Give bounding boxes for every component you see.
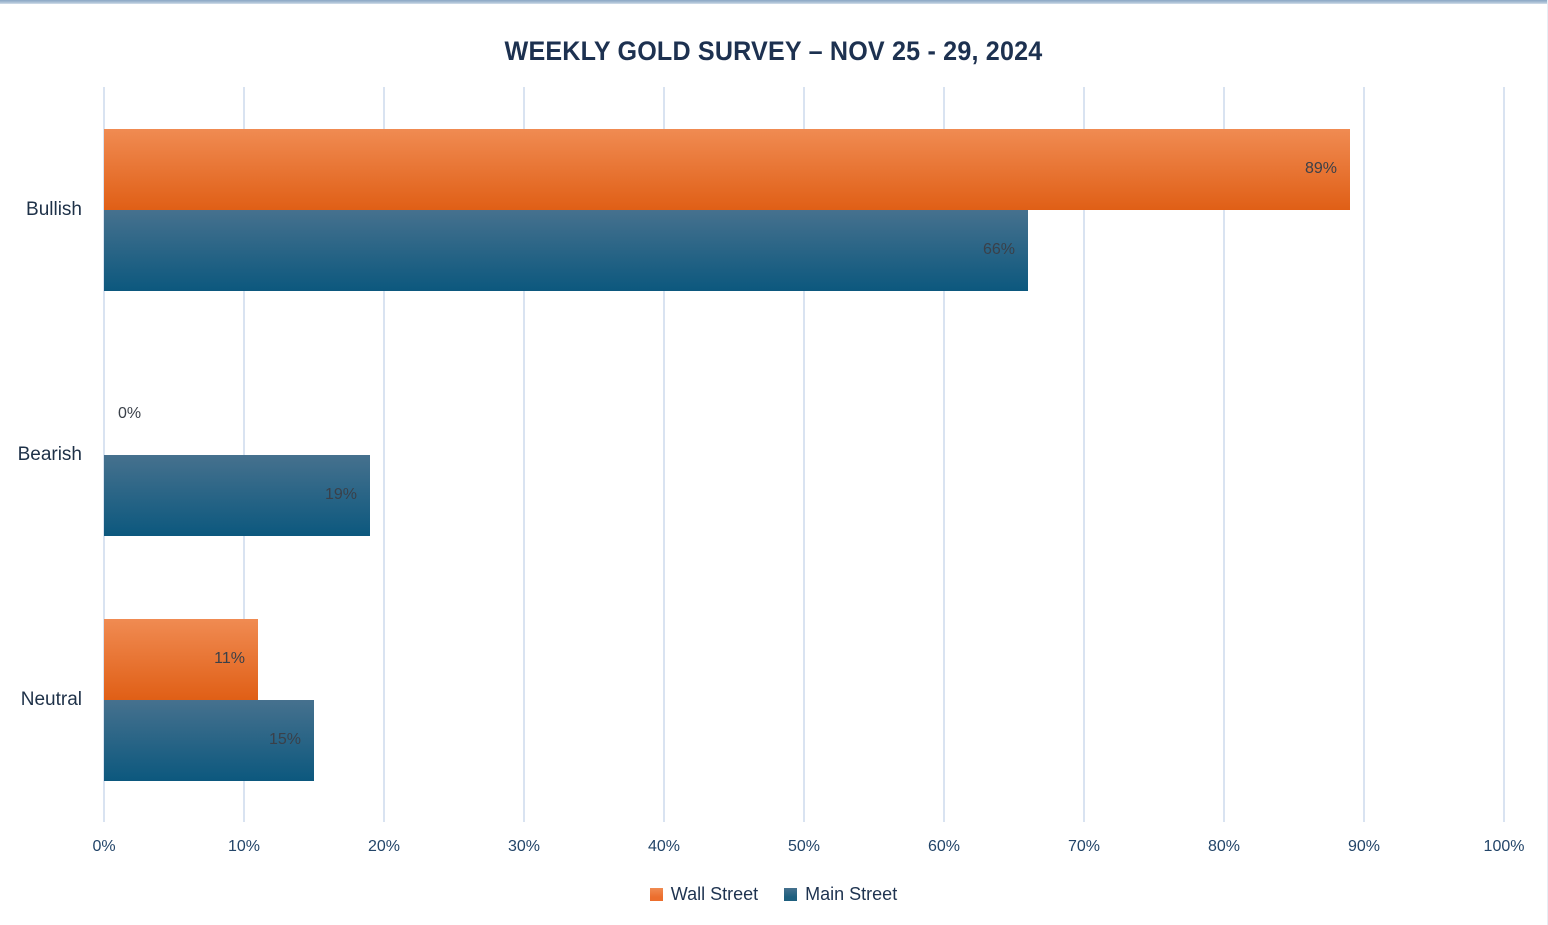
category-label-bearish: Bearish — [17, 444, 82, 465]
x-tick-label: 80% — [1207, 838, 1241, 855]
bar-wall-street-bullish — [104, 129, 1350, 210]
category-axis: Bullish Bearish Neutral — [0, 87, 104, 822]
legend-item-wall-street: Wall Street — [649, 884, 759, 905]
gridline — [943, 87, 945, 822]
x-tick-label: 70% — [1067, 838, 1101, 855]
x-tick-label: 60% — [927, 838, 961, 855]
chart-title: WEEKLY GOLD SURVEY – NOV 25 - 29, 2024 — [504, 36, 1043, 66]
legend: Wall Street Main Street — [0, 884, 1547, 905]
gridline — [1083, 87, 1085, 822]
bar-main-street-neutral — [104, 700, 314, 781]
gridline — [663, 87, 665, 822]
gridline — [1363, 87, 1365, 822]
x-tick-label: 20% — [367, 838, 401, 855]
value-label-wall-street-neutral: 11% — [214, 650, 245, 667]
x-tick-label: 0% — [92, 838, 116, 855]
gridline — [103, 87, 105, 822]
value-label-wall-street-bearish: 0% — [118, 405, 142, 422]
x-tick-label: 10% — [227, 838, 261, 855]
x-tick-label: 90% — [1347, 838, 1381, 855]
x-tick-label: 30% — [507, 838, 541, 855]
plot-area: 89% 66% 0% 19% 11% 15% — [103, 87, 1505, 822]
gridline — [523, 87, 525, 822]
legend-item-main-street: Main Street — [784, 884, 897, 905]
bar-main-street-bullish — [104, 210, 1028, 291]
value-label-main-street-bearish: 19% — [324, 486, 357, 503]
bar-main-street-bearish — [104, 455, 370, 536]
x-tick-label: 50% — [787, 838, 821, 855]
value-label-main-street-bullish: 66% — [982, 241, 1015, 258]
x-tick-label: 100% — [1483, 838, 1525, 855]
gridline — [243, 87, 245, 822]
gridline — [1223, 87, 1225, 822]
top-border-line — [0, 0, 1547, 4]
category-label-bullish: Bullish — [26, 199, 82, 220]
gridline — [383, 87, 385, 822]
gridline — [803, 87, 805, 822]
value-label-wall-street-bullish: 89% — [1304, 160, 1337, 177]
value-label-main-street-neutral: 15% — [268, 731, 301, 748]
bar-wall-street-neutral — [104, 619, 258, 700]
x-tick-label: 40% — [647, 838, 681, 855]
legend-label: Main Street — [805, 884, 898, 904]
gridline — [1503, 87, 1505, 822]
legend-label: Wall Street — [670, 884, 759, 904]
legend-swatch-icon — [649, 888, 663, 901]
legend-swatch-icon — [784, 888, 798, 901]
category-label-neutral: Neutral — [20, 689, 82, 710]
x-axis: 0% 10% 20% 30% 40% 50% 60% 70% 80% 90% 100% — [92, 838, 1524, 860]
